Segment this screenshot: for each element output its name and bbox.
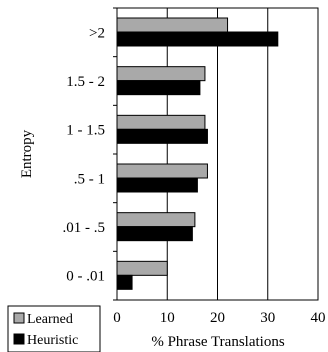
bar-heuristic-3	[116, 177, 198, 193]
bars	[116, 17, 279, 290]
plot-area	[116, 7, 319, 301]
bar-learned-1	[116, 66, 206, 82]
bar-heuristic-1	[116, 80, 201, 96]
y-axis-label: Entropy	[19, 129, 35, 178]
bar-heuristic-4	[116, 226, 193, 242]
category-label: 0 - .01	[66, 269, 105, 285]
x-axis-label: % Phrase Translations	[151, 334, 285, 350]
x-tick-label-30: 30	[260, 310, 275, 326]
legend-label-heuristic: Heuristic	[27, 333, 78, 348]
x-tick-label-20: 20	[210, 310, 225, 326]
bar-learned-5	[116, 260, 168, 276]
x-tick-labels: 0 10 20 30 40	[113, 310, 325, 326]
x-tick-label-40: 40	[311, 310, 326, 326]
x-tick-label-10: 10	[160, 310, 175, 326]
gridlines	[113, 7, 269, 301]
bar-heuristic-5	[116, 274, 133, 290]
category-label: 1.5 - 2	[66, 74, 105, 90]
legend-label-learned: Learned	[27, 312, 73, 327]
legend: Learned Heuristic	[7, 305, 101, 352]
x-tick-label-0: 0	[113, 310, 121, 326]
bar-heuristic-2	[116, 128, 208, 144]
bar-learned-4	[116, 212, 196, 228]
category-labels: >2 1.5 - 2 1 - 1.5 .5 - 1 .01 - .5 0 - .01	[63, 25, 106, 284]
category-label: .5 - 1	[74, 171, 105, 187]
bar-heuristic-0	[116, 31, 279, 47]
bar-learned-0	[116, 17, 229, 33]
category-label: .01 - .5	[63, 220, 106, 236]
category-label: >2	[89, 25, 105, 41]
bar-learned-3	[116, 163, 208, 179]
legend-swatch-heuristic	[13, 333, 25, 345]
category-label: 1 - 1.5	[66, 123, 105, 139]
legend-swatch-learned	[13, 312, 25, 324]
bar-learned-2	[116, 114, 206, 130]
